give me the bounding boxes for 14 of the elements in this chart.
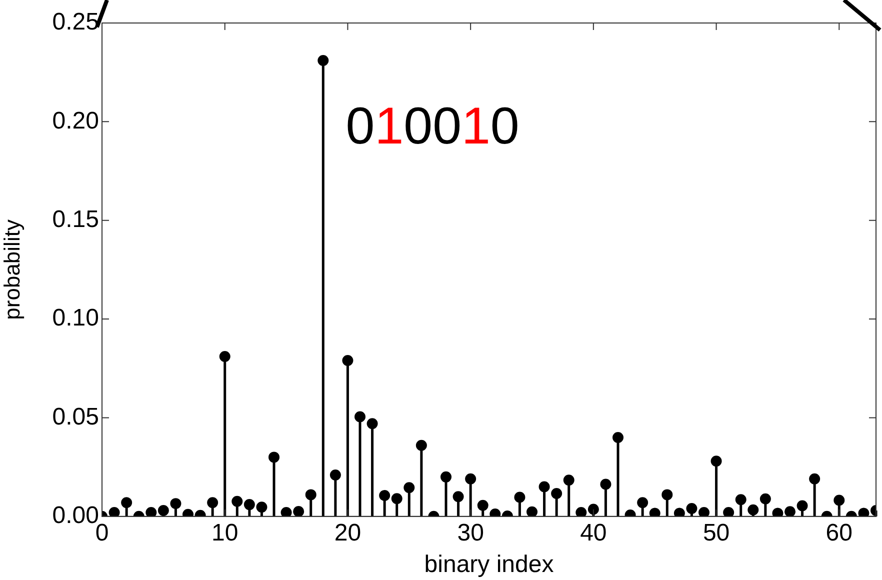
y-tick-label: 0.20: [52, 107, 99, 134]
y-tick-label: 0.05: [52, 403, 99, 430]
y-tick-label: 0.25: [52, 8, 99, 36]
y-tick-label: 0.10: [52, 304, 99, 332]
x-tick-label: 60: [826, 519, 852, 546]
y-tick-label: 0.15: [52, 206, 99, 233]
x-axis-title: binary index: [424, 551, 554, 578]
annotation: 010010: [346, 97, 520, 156]
x-tick-label: 20: [334, 519, 362, 546]
x-tick-label: 10: [212, 519, 238, 546]
x-tick-label: 30: [457, 519, 484, 546]
y-axis-title: probability: [0, 220, 24, 320]
x-tick-label: 50: [702, 519, 730, 546]
x-tick-label: 40: [580, 519, 607, 546]
